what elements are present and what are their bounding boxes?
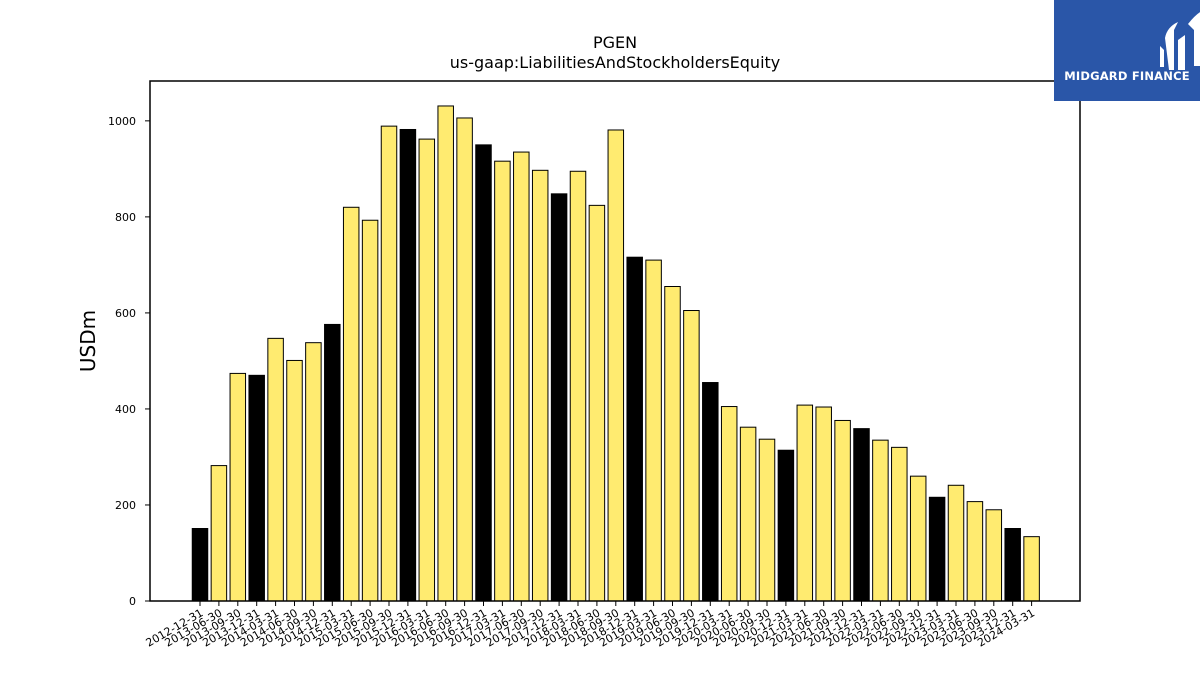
bar-2016-09-30 [456,117,473,602]
bar-2022-09-30 [909,475,927,602]
bar-2021-06-30 [815,406,832,602]
bar-2024-03-31 [1023,536,1040,602]
bar-2023-09-30 [985,509,1003,602]
y-tick-label: 800 [115,211,136,224]
bar-2014-12-31 [324,323,341,602]
bar-2022-03-31 [872,439,889,602]
bar-2015-12-31 [399,128,417,602]
chart-subtitle: us-gaap:LiabilitiesAndStockholdersEquity [450,53,781,72]
bar-2023-12-31 [1004,528,1021,602]
bar-2016-06-30 [437,105,454,602]
bar-2019-09-30 [683,310,700,602]
bar-2015-03-31 [342,206,360,602]
bar-2017-12-31 [550,193,568,602]
bar-2019-12-31 [702,382,719,602]
bar-2017-03-31 [494,160,511,602]
bar-2020-06-30 [739,426,757,602]
bar-2014-09-30 [305,342,322,602]
bar-2013-09-30 [229,372,247,602]
bar-2023-03-31 [947,484,965,602]
y-axis-label: USDm [76,310,100,372]
bar-2021-09-30 [834,419,851,602]
bar-2019-03-31 [645,259,662,602]
bar-2022-12-31 [928,496,946,602]
bar-2018-06-30 [588,204,606,602]
bars-group [191,105,1040,602]
bar-2012-12-31 [191,528,209,602]
bar-2017-06-30 [513,151,530,602]
bar-2019-06-30 [664,286,681,602]
bar-2013-12-31 [248,374,265,602]
y-tick-label: 600 [115,307,136,320]
bar-2021-03-31 [796,404,814,602]
bar-2016-03-31 [418,138,436,602]
bar-2022-06-30 [891,446,908,602]
bar-2014-03-31 [267,337,284,602]
plot-frame [149,80,1081,602]
bar-2018-09-30 [607,129,625,602]
bar-2021-12-31 [853,428,870,602]
y-tick-label: 0 [129,595,136,608]
bar-2020-12-31 [777,449,795,602]
bar-2017-09-30 [531,169,549,602]
bar-2013-06-30 [210,465,228,602]
chart-title: PGEN [593,33,637,52]
y-tick-label: 200 [115,499,136,512]
bar-2020-03-31 [720,406,738,602]
bar-2018-12-31 [626,256,643,602]
x-axis: 2012-12-312013-06-302013-09-302013-12-31… [144,601,1037,650]
y-axis: 0 200 400 600 800 1000 [108,115,150,608]
logo-text: MIDGARD FINANCE [1064,69,1190,83]
y-tick-label: 400 [115,403,136,416]
bar-2015-06-30 [361,219,379,602]
logo-mark-icon [1160,12,1200,70]
bar-2023-06-30 [966,501,984,602]
bar-2015-09-30 [380,125,398,602]
bar-2014-06-30 [286,359,303,602]
y-tick-label: 1000 [108,115,136,128]
bar-2016-12-31 [475,144,492,602]
bar-2020-09-30 [758,438,776,602]
bar-2018-03-31 [569,170,587,602]
midgard-finance-logo: MIDGARD FINANCE [1054,0,1200,101]
